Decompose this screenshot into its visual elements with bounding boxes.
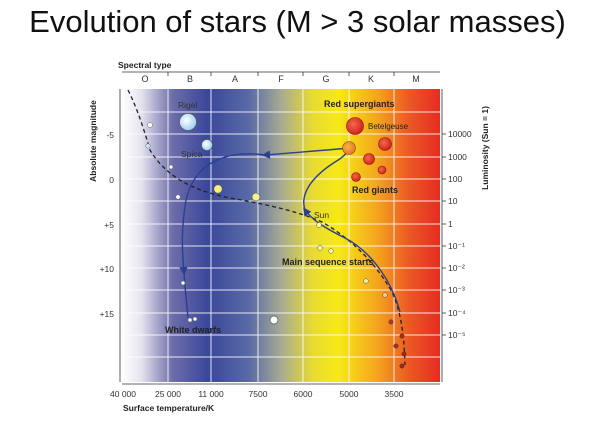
right-tick-10000: 10000 (448, 129, 472, 139)
star-hot-2 (145, 143, 151, 149)
temperature-gradient (122, 89, 440, 382)
right-tick-10: 10 (448, 196, 458, 206)
left-tick-plus10: +10 (100, 264, 115, 274)
star-ms-4 (317, 245, 323, 251)
spectral-m: M (412, 74, 420, 84)
left-tick-plus15: +15 (100, 309, 115, 319)
stars (145, 113, 407, 369)
bottom-tick-40000: 40 000 (110, 389, 136, 399)
star-ms-1 (175, 194, 181, 200)
bottom-tick-3500: 3500 (385, 389, 404, 399)
right-tick-100: 100 (448, 174, 462, 184)
left-axis-label: Absolute magnitude (88, 100, 98, 182)
star-supergiant-3 (342, 141, 356, 155)
star-red-dwarf-3 (393, 343, 399, 349)
right-tick-1e-1: 10⁻¹ (448, 241, 465, 251)
spectral-a: A (232, 74, 238, 84)
right-tick-1e-4: 10⁻⁴ (448, 308, 466, 318)
star-red-dwarf-5 (399, 363, 405, 369)
slide-title: Evolution of stars (M > 3 solar masses) (29, 4, 566, 39)
right-axis-label: Luminosity (Sun = 1) (480, 106, 490, 190)
star-betelgeuse (346, 117, 364, 135)
main-sequence-line (127, 89, 406, 366)
bottom-tick-5000: 5000 (340, 389, 359, 399)
star-red-dwarf-2 (399, 333, 405, 339)
star-giant-1 (363, 153, 375, 165)
spectral-o: O (141, 74, 148, 84)
star-giant-2 (377, 165, 387, 175)
spectral-k: K (368, 74, 374, 84)
right-tick-1e-2: 10⁻² (448, 263, 465, 273)
star-spica (201, 139, 213, 151)
star-sun (316, 222, 322, 228)
right-tick-1e-3: 10⁻³ (448, 285, 465, 295)
left-tick-0: 0 (109, 175, 114, 185)
right-tick-1e-5: 10⁻⁵ (448, 330, 465, 340)
label-red-supergiants: Red supergiants (324, 99, 395, 109)
star-ms-2 (213, 184, 223, 194)
star-ms-6 (363, 278, 369, 284)
left-tick-plus5: +5 (104, 220, 114, 230)
right-tick-1000: 1000 (448, 152, 467, 162)
star-supergiant-2 (378, 137, 392, 151)
label-sun: Sun (314, 210, 329, 220)
star-hot-3 (168, 164, 174, 170)
bottom-tick-11000: 11 000 (198, 389, 224, 399)
left-tick-minus5: -5 (106, 130, 114, 140)
spectral-g: G (322, 74, 329, 84)
label-spica: Spica (181, 149, 203, 159)
star-white-dwarf-2 (192, 316, 198, 322)
bottom-axis-label: Surface temperature/K (123, 403, 215, 413)
track-main-sequence-to-sun (303, 207, 401, 313)
star-hot-1 (147, 122, 153, 128)
star-giant-3 (351, 172, 361, 182)
spectral-f: F (278, 74, 284, 84)
star-white-dwarf-1 (187, 317, 193, 323)
bottom-tick-7500: 7500 (249, 389, 268, 399)
star-red-dwarf-4 (401, 351, 407, 357)
star-rigel (179, 113, 197, 131)
spectral-b: B (187, 74, 193, 84)
star-red-dwarf-1 (388, 319, 394, 325)
grid (122, 89, 440, 382)
bottom-tick-25000: 25 000 (155, 389, 181, 399)
star-wd-track (180, 280, 186, 286)
star-ms-7 (382, 292, 388, 298)
star-ms-3 (251, 192, 261, 202)
track-down-to-dwarfs (179, 153, 266, 276)
label-betelgeuse: Betelgeuse (368, 122, 409, 131)
spectral-type-label: Spectral type (118, 60, 172, 70)
label-rigel: Rigel (178, 100, 197, 110)
label-red-giants: Red giants (352, 185, 398, 195)
track-into-dwarfs (183, 271, 189, 319)
star-white-dwarf-3 (269, 315, 279, 325)
right-tick-1: 1 (448, 219, 453, 229)
label-main-sequence: Main sequence starts (282, 257, 374, 267)
label-white-dwarfs: White dwarfs (165, 325, 221, 335)
star-ms-5 (328, 248, 334, 254)
bottom-tick-6000: 6000 (294, 389, 313, 399)
